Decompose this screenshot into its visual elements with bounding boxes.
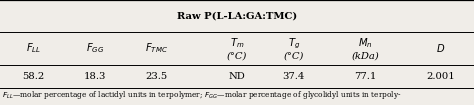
Text: $T_g$
(°C): $T_g$ (°C)	[284, 36, 304, 60]
Text: $F_{LL}$—molar percentage of lactidyl units in terpolymer; $F_{GG}$—molar percen: $F_{LL}$—molar percentage of lactidyl un…	[2, 89, 414, 105]
Text: $F_{GG}$: $F_{GG}$	[86, 41, 104, 55]
Text: Raw P(L-LA:GA:TMC): Raw P(L-LA:GA:TMC)	[177, 11, 297, 20]
Text: $F_{LL}$: $F_{LL}$	[26, 41, 41, 55]
Text: $D$: $D$	[436, 42, 446, 54]
Text: 37.4: 37.4	[283, 72, 305, 81]
Text: 18.3: 18.3	[83, 72, 106, 81]
Text: ND: ND	[228, 72, 246, 81]
Text: $F_{TMC}$: $F_{TMC}$	[145, 41, 168, 55]
Text: 58.2: 58.2	[22, 72, 44, 81]
Text: 23.5: 23.5	[146, 72, 167, 81]
Text: $T_m$
(°C): $T_m$ (°C)	[227, 37, 247, 60]
Text: 77.1: 77.1	[354, 72, 376, 81]
Text: 2.001: 2.001	[427, 72, 455, 81]
Text: $M_n$
(kDa): $M_n$ (kDa)	[351, 37, 379, 60]
